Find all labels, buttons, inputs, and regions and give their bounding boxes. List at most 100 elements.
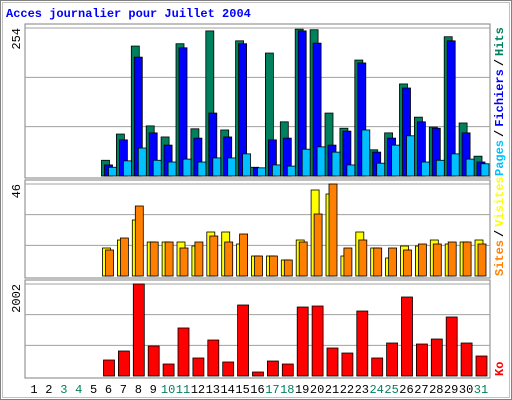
chart-title: Acces journalier pour Juillet 2004 (6, 7, 251, 21)
bar (178, 47, 188, 177)
bar (415, 343, 428, 377)
bar (254, 255, 263, 277)
x-tick-label: 27 (414, 383, 428, 397)
bar (222, 361, 235, 377)
bar (207, 339, 220, 377)
bar (376, 162, 386, 177)
legend-entry: Fichiers (493, 69, 507, 127)
x-tick-label: 29 (444, 383, 458, 397)
x-tick-label: 18 (280, 383, 294, 397)
legend-separator: / (493, 230, 507, 237)
legend-entry: Hits (493, 27, 507, 56)
x-tick-label: 16 (250, 383, 264, 397)
bar (420, 161, 430, 177)
x-tick-label: 9 (150, 383, 157, 397)
bar (227, 157, 237, 177)
x-tick-label: 1 (30, 383, 37, 397)
legend: Pages / Fichiers / Hits (493, 27, 507, 176)
bar (179, 247, 189, 277)
bar (326, 347, 339, 377)
bar (298, 241, 308, 277)
legend: Ko (493, 362, 507, 376)
legend: Sites / Visites (493, 176, 507, 276)
bar (167, 161, 177, 177)
bar (137, 147, 147, 177)
bar (313, 213, 323, 277)
x-tick-label: 11 (176, 383, 190, 397)
bar (465, 158, 475, 177)
bar (417, 243, 427, 277)
x-tick-label: 12 (191, 383, 205, 397)
bar (257, 167, 266, 177)
legend-entry: Ko (493, 362, 507, 376)
bar (403, 249, 412, 277)
x-tick-label: 14 (220, 383, 234, 397)
legend-entry: Visites (493, 176, 507, 226)
bar (373, 247, 383, 277)
bar (447, 241, 457, 277)
x-tick-label: 15 (235, 383, 249, 397)
legend-separator: / (493, 130, 507, 137)
bar (358, 239, 368, 277)
bar (164, 241, 174, 277)
bar (286, 165, 296, 177)
bar (103, 359, 115, 377)
bar (224, 241, 234, 277)
bar (432, 243, 442, 277)
bar (239, 233, 249, 277)
bar (301, 148, 311, 177)
x-tick-label: 20 (310, 383, 324, 397)
bar (450, 153, 460, 177)
bar (266, 360, 279, 377)
bar (237, 304, 250, 377)
x-tick-label: 8 (135, 383, 142, 397)
bar (182, 158, 192, 177)
bar (271, 164, 281, 177)
bar (311, 305, 324, 377)
bar (480, 163, 490, 177)
legend-separator: / (493, 59, 507, 66)
x-tick-label: 13 (206, 383, 220, 397)
bar (346, 164, 356, 177)
bar (197, 161, 207, 177)
x-tick-label: 24 (369, 383, 383, 397)
bar (209, 235, 219, 277)
x-tick-label: 4 (75, 383, 82, 397)
bar (430, 338, 443, 377)
bar (105, 249, 114, 277)
bar (341, 352, 354, 377)
bar (386, 342, 399, 377)
y-tick-label: 46 (10, 184, 24, 198)
x-tick-label: 17 (265, 383, 279, 397)
x-tick-label: 21 (325, 383, 339, 397)
bar (406, 135, 415, 177)
bar (123, 160, 132, 177)
bar (316, 146, 326, 177)
bar (475, 355, 488, 377)
legend-entry: Pages (493, 140, 507, 176)
bar (435, 159, 445, 177)
x-tick-label: 6 (105, 383, 112, 397)
bar (328, 183, 338, 277)
bar (460, 342, 473, 377)
x-tick-label: 23 (355, 383, 369, 397)
x-tick-label: 22 (340, 383, 354, 397)
bar (118, 350, 130, 377)
bar (152, 159, 162, 177)
y-tick-label: 254 (10, 28, 24, 50)
bar (388, 247, 398, 277)
x-tick-label: 3 (60, 383, 67, 397)
bar (391, 144, 401, 177)
bar (343, 247, 353, 277)
x-tick-label: 7 (120, 383, 127, 397)
x-tick-label: 28 (429, 383, 443, 397)
x-tick-label: 19 (295, 383, 309, 397)
bar (134, 205, 144, 277)
y-tick-label: 2002 (10, 284, 24, 313)
bar (283, 259, 293, 277)
bar (268, 255, 278, 277)
bar (108, 166, 117, 177)
x-tick-label: 31 (474, 383, 488, 397)
